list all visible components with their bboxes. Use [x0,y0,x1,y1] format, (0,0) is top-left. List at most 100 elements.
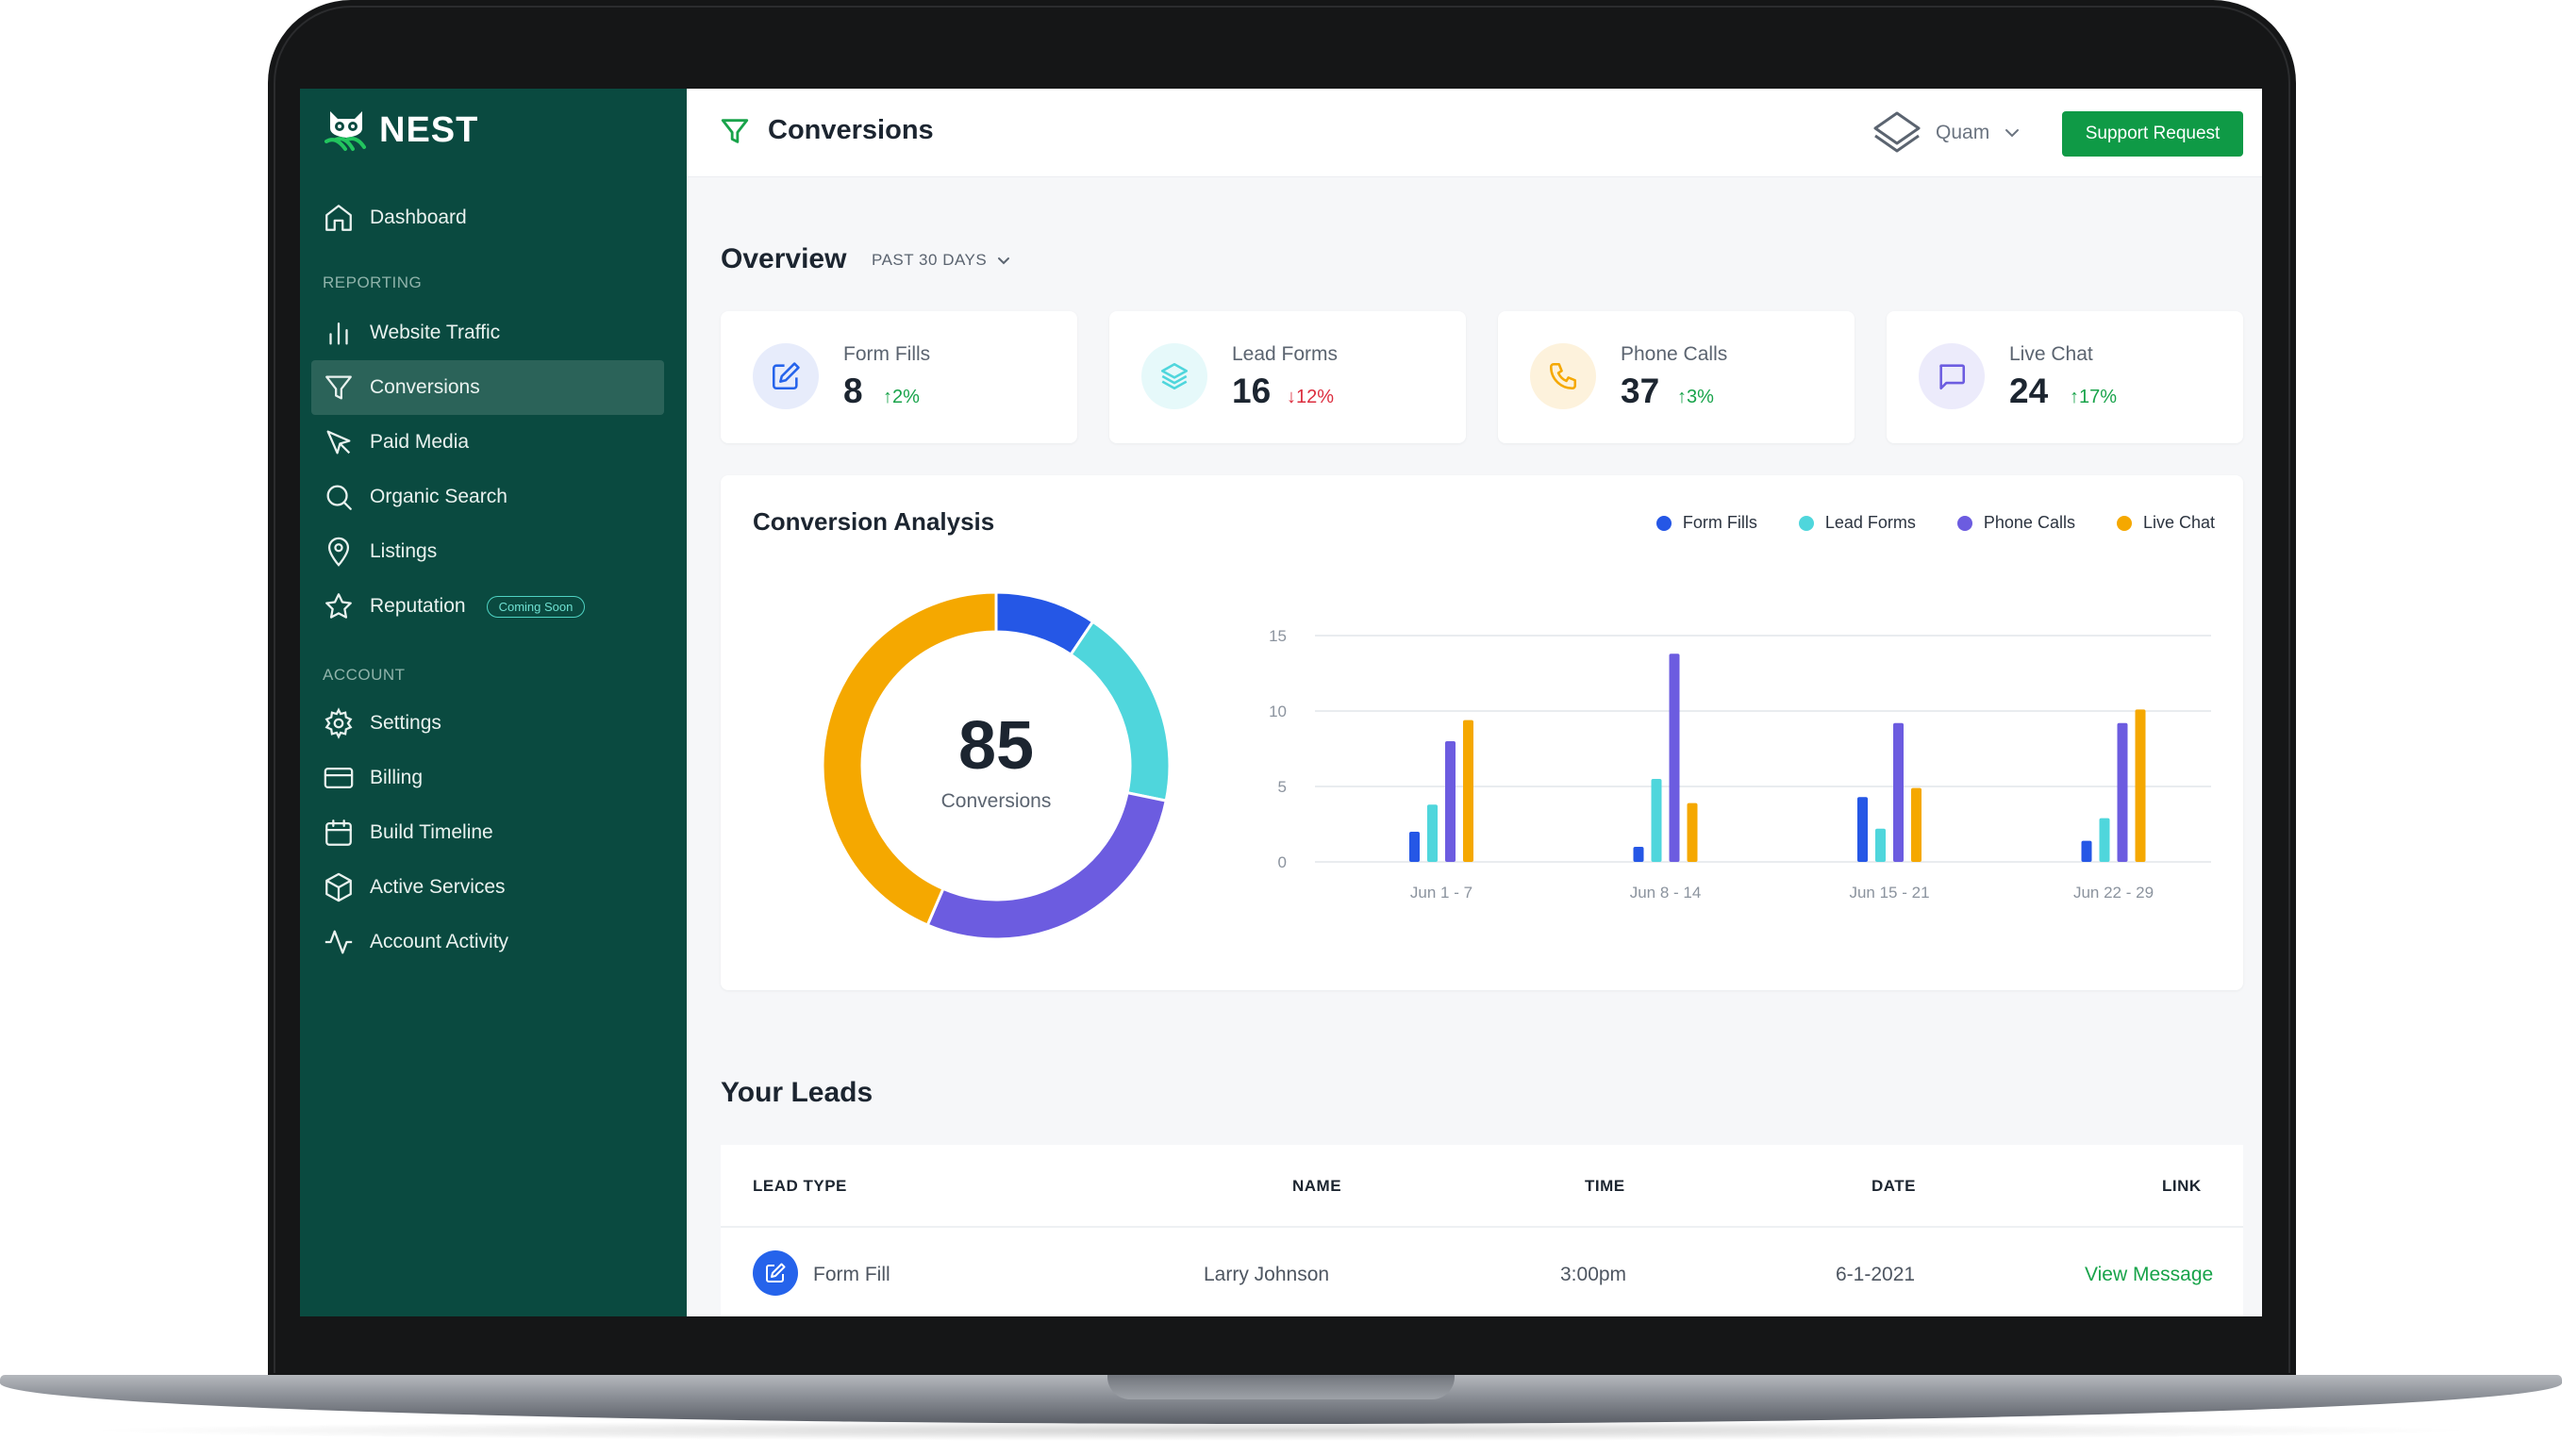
stat-value: 37 [1621,372,1660,410]
sidebar-item-account-activity[interactable]: Account Activity [311,915,664,969]
column-header-name[interactable]: NAME [1292,1177,1342,1195]
bar-live-chat[interactable] [1687,802,1698,862]
edit-icon [772,362,800,390]
arrow-up-icon: ↑ [1677,387,1687,407]
sidebar-item-label: Dashboard [370,207,467,228]
bar-form-fills[interactable] [1857,797,1868,862]
gear-icon [324,707,353,739]
bar-lead-forms[interactable] [1427,804,1438,862]
sidebar-item-build-timeline[interactable]: Build Timeline [311,805,664,860]
lead-type: Form Fill [813,1264,890,1285]
column-header-lead-type[interactable]: LEAD TYPE [753,1177,847,1195]
stat-card-live-chat[interactable]: Live Chat 24 ↑17% [1887,311,2243,443]
sidebar-item-listings[interactable]: Listings [311,524,664,579]
bar-form-fills[interactable] [1409,832,1420,862]
stat-delta: ↑3% [1677,387,1714,408]
sidebar-item-reputation[interactable]: Reputation Coming Soon [311,579,664,634]
box-icon [325,872,352,902]
legend-dot [2116,515,2132,531]
bar-form-fills[interactable] [2081,840,2092,862]
sidebar-item-label: Reputation [370,595,466,617]
bar-phone-calls[interactable] [1445,741,1456,862]
legend-item-live-chat[interactable]: Live Chat [2116,513,2215,533]
bar-phone-calls[interactable] [1893,722,1904,862]
app-screen: NEST Dashboard REPORTING Website Traffic… [300,89,2262,1316]
support-request-button[interactable]: Support Request [2062,111,2243,157]
x-tick-label: Jun 1 - 7 [1410,884,1472,902]
column-header-time[interactable]: TIME [1585,1177,1625,1195]
donut-slice-live-chat[interactable] [823,592,998,927]
stat-card-phone-calls[interactable]: Phone Calls 37 ↑3% [1498,311,1855,443]
conversion-analysis-card: Conversion Analysis Form Fills Lead Form… [721,475,2243,990]
bar-lead-forms[interactable] [1875,828,1886,862]
legend-dot [1956,515,1972,531]
account-selector[interactable]: Quam [1872,109,2021,157]
sidebar-item-website-traffic[interactable]: Website Traffic [311,306,664,360]
lead-name: Larry Johnson [1204,1264,1330,1285]
stat-delta: ↑17% [2070,387,2117,408]
home-icon [325,205,352,231]
bar-lead-forms[interactable] [1651,779,1662,862]
brand-name: NEST [379,109,479,150]
sidebar-item-settings[interactable]: Settings [311,696,664,751]
lead-date: 6-1-2021 [1836,1264,1916,1285]
bar-phone-calls[interactable] [2117,722,2128,862]
calendar-icon [325,819,352,846]
phone-icon [1549,362,1577,390]
sidebar-item-dashboard[interactable]: Dashboard [311,190,664,245]
sidebar-item-label: Account Activity [370,931,509,952]
y-tick-label: 5 [1278,778,1287,796]
cursor-icon [326,430,351,455]
column-header-link[interactable]: LINK [2162,1177,2202,1195]
funnel-icon [325,375,352,400]
period-selector[interactable]: PAST 30 DAYS [872,251,1011,270]
stat-icon-badge [1141,343,1207,409]
sidebar-item-billing[interactable]: Billing [311,751,664,805]
donut-slice-phone-calls[interactable] [925,790,1168,939]
stat-card-form-fills[interactable]: Form Fills 8 ↑2% [721,311,1077,443]
chart-legend: Form Fills Lead Forms Phone Calls Live C… [1655,513,2215,533]
sidebar: NEST Dashboard REPORTING Website Traffic… [300,89,687,1316]
legend-label: Phone Calls [1983,513,2075,532]
coming-soon-badge: Coming Soon [486,595,586,618]
sidebar-item-organic-search[interactable]: Organic Search [311,470,664,524]
view-message-link[interactable]: View Message [2085,1264,2214,1285]
edit-icon [766,1263,786,1282]
x-tick-label: Jun 15 - 21 [1849,884,1929,902]
sidebar-item-active-services[interactable]: Active Services [311,860,664,915]
delta-value: 2% [892,387,920,407]
sidebar-item-label: Conversions [370,376,480,398]
laptop-shadow [75,1420,2487,1441]
bar-live-chat[interactable] [1911,787,1922,862]
search-icon [326,485,352,510]
stat-icon-badge [753,343,819,409]
sidebar-item-label: Paid Media [370,431,470,453]
bar-live-chat[interactable] [1463,720,1473,862]
stat-card-lead-forms[interactable]: Lead Forms 16 ↓12% [1109,311,1466,443]
column-header-date[interactable]: DATE [1872,1177,1917,1195]
legend-item-phone-calls[interactable]: Phone Calls [1956,513,2075,533]
chevron-down-icon [2005,129,2020,138]
owl-logo-icon [324,111,366,151]
stat-icon-badge [1530,343,1596,409]
arrow-up-icon: ↑ [2070,387,2079,407]
delta-value: 17% [2079,387,2118,407]
analysis-title: Conversion Analysis [753,507,995,536]
bar-lead-forms[interactable] [2099,818,2110,862]
stat-value: 24 [2009,372,2049,410]
legend-item-form-fills[interactable]: Form Fills [1655,513,1757,533]
credit-card-icon [324,767,354,789]
bar-form-fills[interactable] [1633,847,1644,862]
sidebar-item-label: Settings [370,712,441,734]
logo[interactable]: NEST [323,108,478,153]
bar-phone-calls[interactable] [1669,654,1680,862]
sidebar-item-label: Build Timeline [370,821,493,843]
legend-item-lead-forms[interactable]: Lead Forms [1798,513,1916,533]
sidebar-item-paid-media[interactable]: Paid Media [311,415,664,470]
arrow-down-icon: ↓ [1287,387,1296,407]
arrow-up-icon: ↑ [883,387,892,407]
sidebar-item-conversions[interactable]: Conversions [311,360,664,415]
bar-live-chat[interactable] [2135,709,2146,862]
sidebar-item-label: Website Traffic [370,322,501,343]
lead-time: 3:00pm [1560,1264,1627,1285]
